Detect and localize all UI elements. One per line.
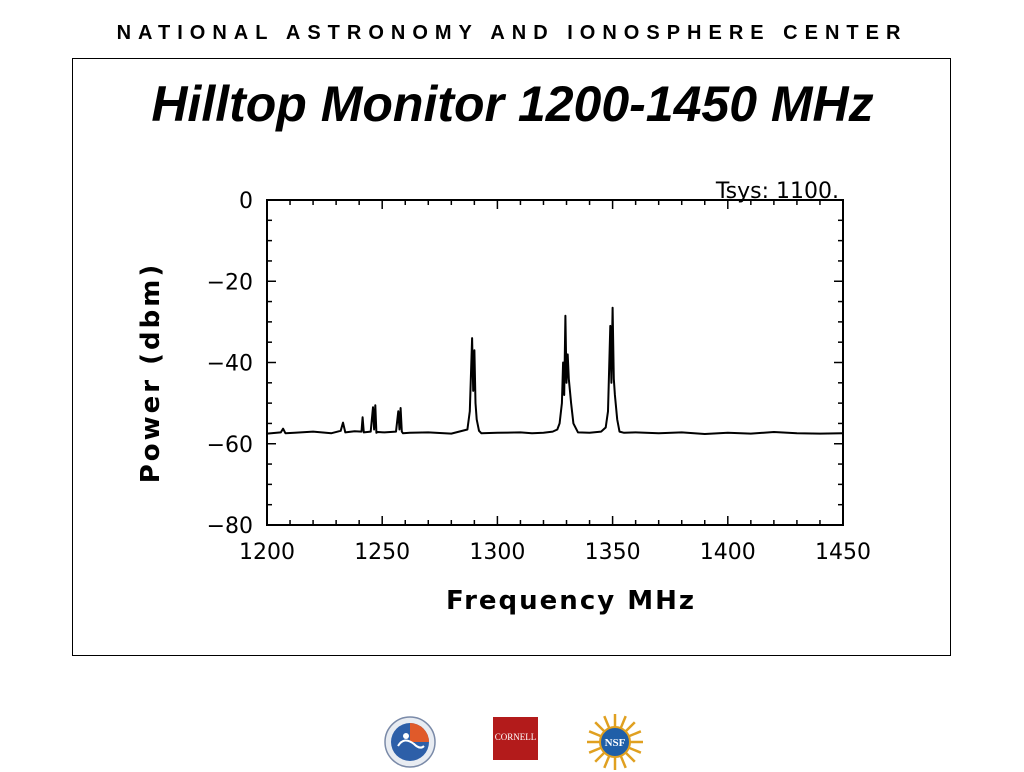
y-tick-label: 0 [239,189,253,214]
x-tick-label: 1300 [469,540,525,565]
slide-title: Hilltop Monitor 1200-1450 MHz [151,76,874,132]
x-tick-label: 1350 [585,540,641,565]
nsf-ray [588,746,603,754]
nsf-ray [588,730,603,738]
y-tick-label: −40 [207,352,253,377]
organization-header: NATIONAL ASTRONOMY AND IONOSPHERE CENTER [116,22,908,44]
nsf-logo-icon: NSF [587,714,643,770]
spectrum-line [266,306,844,435]
chart-panel: Hilltop Monitor 1200-1450 MHz 1200 1250 13… [72,58,951,656]
y-tick-label: −80 [207,514,253,539]
nsf-ray [627,730,642,738]
x-tick-label: 1450 [815,540,871,565]
tsys-annotation: Tsys: 1100. [715,179,839,204]
nsf-ray [594,721,606,733]
cornell-logo-icon: CORNELL [493,717,538,760]
nsf-logo-text: NSF [605,737,626,749]
y-tick-label: −20 [207,270,253,295]
nsf-ray [619,715,627,730]
nsf-ray [624,721,636,733]
spectrum-chart: 1200 1250 1300 1350 1400 1450 0 −20 −40 −60 −80 Fre… [136,179,871,616]
x-tick-label: 1400 [700,540,756,565]
nsf-ray [594,751,606,763]
cornell-logo-text: CORNELL [494,732,537,742]
logo-strip: CORNELL NSF [0,708,1024,770]
nsf-ray [627,746,642,754]
plot-frame [266,199,844,526]
x-axis-label: Frequency MHz [446,586,696,616]
nsf-ray [619,754,627,769]
nsf-ray [603,715,611,730]
nsf-ray [624,751,636,763]
y-axis-label: Power (dbm) [136,262,166,484]
x-tick-label: 1200 [239,540,295,565]
x-tick-label: 1250 [354,540,410,565]
naic-seal-icon [384,716,436,768]
nsf-ray [603,754,611,769]
y-tick-label: −60 [207,433,253,458]
